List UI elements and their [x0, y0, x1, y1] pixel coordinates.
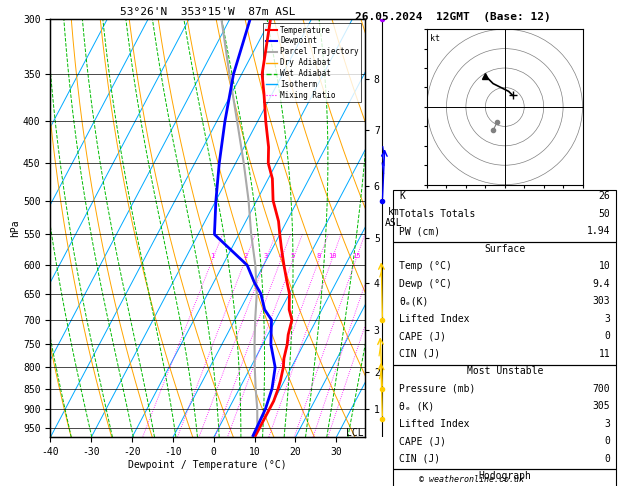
Text: 11: 11 — [598, 349, 610, 359]
Text: 4: 4 — [279, 253, 283, 259]
Text: Surface: Surface — [484, 244, 525, 254]
Text: Most Unstable: Most Unstable — [467, 366, 543, 377]
Text: 0: 0 — [604, 436, 610, 447]
Text: 0: 0 — [604, 454, 610, 464]
Text: θₑ(K): θₑ(K) — [399, 296, 429, 307]
Text: 15: 15 — [352, 253, 360, 259]
Text: 303: 303 — [593, 296, 610, 307]
Text: kt: kt — [430, 34, 440, 43]
Text: Lifted Index: Lifted Index — [399, 314, 470, 324]
Text: 0: 0 — [604, 331, 610, 342]
Text: 10: 10 — [328, 253, 336, 259]
Y-axis label: hPa: hPa — [10, 220, 20, 237]
Text: PW (cm): PW (cm) — [399, 226, 440, 237]
Text: 2: 2 — [243, 253, 248, 259]
X-axis label: Dewpoint / Temperature (°C): Dewpoint / Temperature (°C) — [128, 460, 287, 470]
Text: CAPE (J): CAPE (J) — [399, 331, 447, 342]
Text: 5: 5 — [291, 253, 295, 259]
Text: 8: 8 — [317, 253, 321, 259]
Text: 3: 3 — [604, 419, 610, 429]
Text: CAPE (J): CAPE (J) — [399, 436, 447, 447]
Text: Totals Totals: Totals Totals — [399, 209, 476, 219]
Text: θₑ (K): θₑ (K) — [399, 401, 435, 412]
Text: Temp (°C): Temp (°C) — [399, 261, 452, 272]
Text: CIN (J): CIN (J) — [399, 349, 440, 359]
Text: 700: 700 — [593, 384, 610, 394]
Text: LCL: LCL — [346, 428, 364, 437]
Text: 50: 50 — [598, 209, 610, 219]
Title: 53°26'N  353°15'W  87m ASL: 53°26'N 353°15'W 87m ASL — [120, 7, 296, 17]
Text: Hodograph: Hodograph — [478, 471, 532, 482]
Text: Dewp (°C): Dewp (°C) — [399, 279, 452, 289]
Text: 26: 26 — [598, 191, 610, 202]
Text: 10: 10 — [598, 261, 610, 272]
Text: 1: 1 — [211, 253, 214, 259]
Text: 1.94: 1.94 — [587, 226, 610, 237]
Text: © weatheronline.co.uk: © weatheronline.co.uk — [420, 474, 524, 484]
Text: Pressure (mb): Pressure (mb) — [399, 384, 476, 394]
Text: CIN (J): CIN (J) — [399, 454, 440, 464]
Text: 3: 3 — [264, 253, 268, 259]
Text: 26.05.2024  12GMT  (Base: 12): 26.05.2024 12GMT (Base: 12) — [355, 12, 551, 22]
Y-axis label: km
ASL: km ASL — [385, 207, 403, 228]
Text: 9.4: 9.4 — [593, 279, 610, 289]
Text: K: K — [399, 191, 405, 202]
Legend: Temperature, Dewpoint, Parcel Trajectory, Dry Adiabat, Wet Adiabat, Isotherm, Mi: Temperature, Dewpoint, Parcel Trajectory… — [264, 23, 361, 102]
Text: 3: 3 — [604, 314, 610, 324]
Text: Lifted Index: Lifted Index — [399, 419, 470, 429]
Text: 305: 305 — [593, 401, 610, 412]
